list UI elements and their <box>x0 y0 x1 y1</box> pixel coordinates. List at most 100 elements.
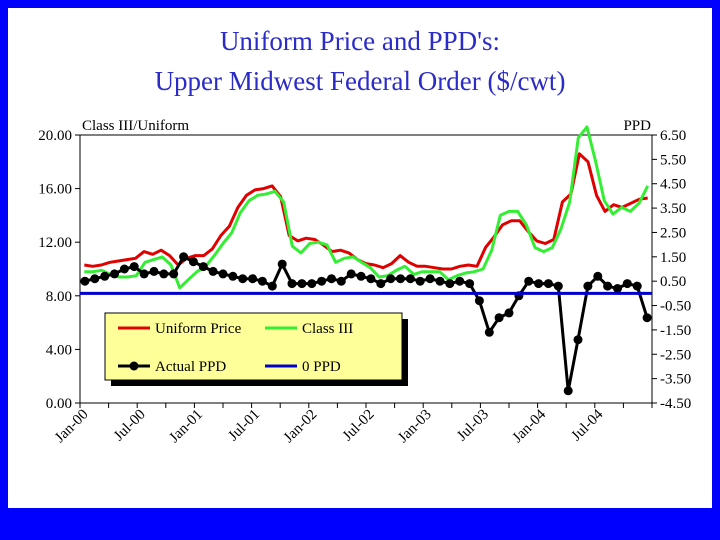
ppd-point <box>238 274 248 284</box>
ppd-point <box>494 313 504 323</box>
ppd-point <box>100 271 110 281</box>
ppd-point <box>228 271 238 281</box>
left-tick-label: 16.00 <box>38 182 72 198</box>
ppd-point <box>534 279 544 289</box>
chart-title-line-1: Uniform Price and PPD's: <box>219 26 501 56</box>
ppd-point <box>287 279 297 289</box>
ppd-point <box>327 274 336 284</box>
right-tick-label: 4.50 <box>660 177 686 193</box>
right-tick-label: 2.50 <box>660 225 686 241</box>
ppd-point <box>277 259 287 269</box>
ppd-point <box>356 271 366 281</box>
right-tick-label: -4.50 <box>660 396 691 412</box>
ppd-point <box>396 274 405 284</box>
left-tick-label: 4.00 <box>46 342 72 358</box>
ppd-point <box>179 252 189 262</box>
legend-label-ppd: Actual PPD <box>155 359 226 375</box>
right-tick-label: 5.50 <box>660 152 686 168</box>
ppd-point <box>376 279 386 289</box>
ppd-point <box>563 386 573 396</box>
ppd-point <box>425 274 435 284</box>
x-tick-label: Jul-00 <box>111 407 149 445</box>
ppd-point <box>603 281 613 291</box>
ppd-point <box>445 279 455 289</box>
ppd-point <box>317 276 327 286</box>
ppd-point <box>573 335 583 345</box>
ppd-point <box>405 274 415 284</box>
ppd-point <box>169 269 179 279</box>
ppd-point <box>484 327 494 337</box>
ppd-point <box>198 262 208 272</box>
left-tick-label: 8.00 <box>46 289 72 305</box>
ppd-point <box>583 281 593 291</box>
legend-marker-ppd <box>129 361 139 371</box>
legend-label-class3: Class III <box>302 321 353 337</box>
ppd-point <box>474 296 484 306</box>
ppd-point <box>129 262 139 272</box>
x-tick-label: Jul-01 <box>225 407 263 445</box>
x-axis: Jan-00 Jul-00 Jan-01 Jul-01 Jan-02 Jul-02 Jan-… <box>52 403 653 447</box>
ppd-point <box>80 276 90 286</box>
ppd-point <box>455 276 465 286</box>
ppd-point <box>218 269 228 279</box>
legend-label-zero-ppd: 0 PPD <box>302 359 341 375</box>
left-axis: 20.00 16.00 12.00 8.00 4.00 0.00 <box>38 128 80 412</box>
x-tick-label: Jan-00 <box>52 407 92 447</box>
ppd-point <box>336 276 346 286</box>
ppd-point <box>435 276 445 286</box>
chart-title-line-2: Upper Midwest Federal Order ($/cwt) <box>154 66 566 96</box>
x-tick-label: Jan-03 <box>395 407 435 447</box>
right-tick-label: -1.50 <box>660 323 691 339</box>
ppd-point <box>188 257 198 267</box>
ppd-point <box>119 264 129 274</box>
ppd-point <box>267 281 277 291</box>
right-tick-label: 0.50 <box>660 274 686 290</box>
ppd-point <box>257 276 267 286</box>
bottom-bar <box>0 508 720 540</box>
ppd-point <box>90 274 100 284</box>
ppd-point <box>632 281 642 291</box>
left-tick-label: 20.00 <box>38 128 72 144</box>
ppd-point <box>524 276 534 286</box>
x-tick-label: Jul-03 <box>454 407 492 445</box>
ppd-point <box>553 281 563 291</box>
right-axis: 6.50 5.50 4.50 3.50 2.50 1.50 0.50 -0.50 -1.50 -2… <box>652 128 691 412</box>
ppd-point <box>110 269 119 279</box>
right-tick-label: 3.50 <box>660 201 686 217</box>
left-axis-label: Class III/Uniform <box>82 118 189 134</box>
ppd-point <box>642 313 652 323</box>
left-tick-label: 0.00 <box>46 396 72 412</box>
ppd-point <box>465 279 475 289</box>
series-line-class-iii <box>84 125 650 290</box>
ppd-point <box>504 308 514 318</box>
ppd-point <box>297 279 307 289</box>
ppd-point <box>346 269 356 279</box>
ppd-point <box>139 269 149 279</box>
legend-label-uniform: Uniform Price <box>155 321 242 337</box>
x-tick-label: Jan-01 <box>166 407 206 447</box>
ppd-point <box>613 284 622 293</box>
series-layer <box>80 125 652 396</box>
right-axis-label: PPD <box>623 118 651 134</box>
x-tick-label: Jan-04 <box>510 406 550 446</box>
ppd-point <box>543 279 553 289</box>
ppd-point <box>307 279 317 289</box>
ppd-point <box>208 266 218 276</box>
right-tick-label: 1.50 <box>660 250 686 266</box>
legend-box <box>104 312 403 381</box>
ppd-point <box>386 274 396 284</box>
ppd-point <box>248 274 258 284</box>
right-tick-label: -2.50 <box>660 347 691 363</box>
ppd-point <box>593 271 603 281</box>
legend: Uniform Price Class III Actual PPD 0 PPD <box>104 312 408 386</box>
x-tick-label: Jul-02 <box>340 407 378 445</box>
x-tick-label: Jul-04 <box>569 406 607 444</box>
right-tick-label: -3.50 <box>660 372 691 388</box>
left-tick-label: 12.00 <box>38 235 72 251</box>
ppd-point <box>159 269 169 279</box>
ppd-point <box>149 266 159 276</box>
ppd-point <box>622 279 632 289</box>
ppd-point <box>415 276 425 286</box>
